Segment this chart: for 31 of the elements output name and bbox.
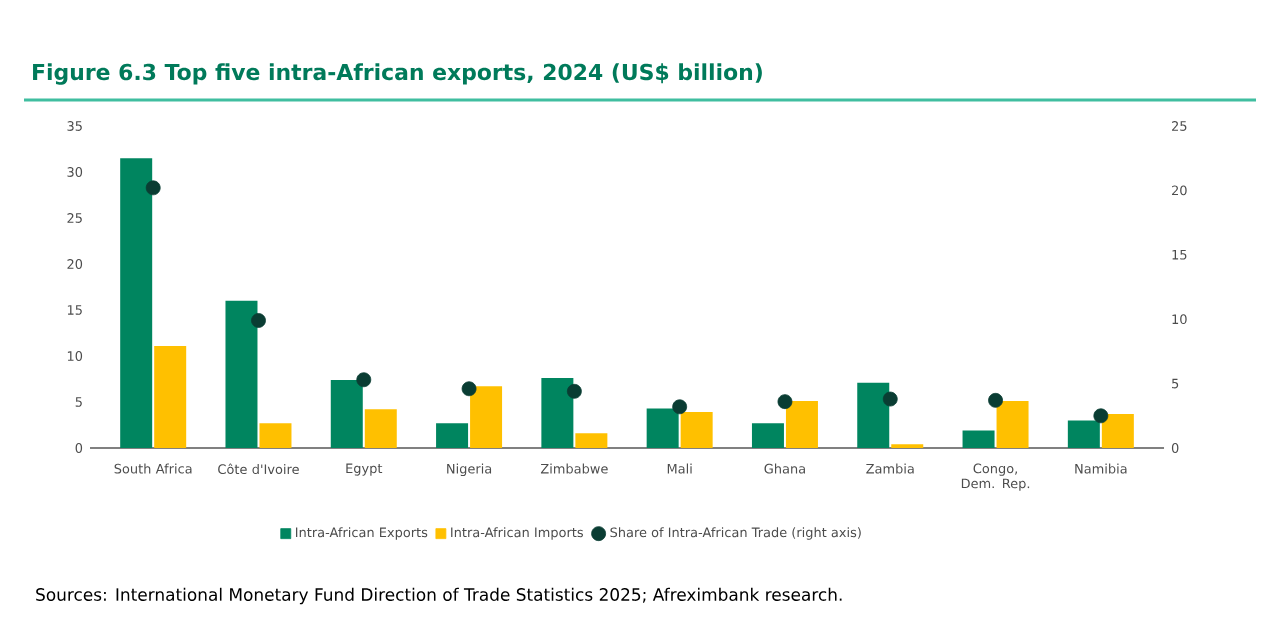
bar	[120, 158, 153, 448]
bar	[330, 379, 363, 448]
bar	[1067, 420, 1100, 448]
bar	[225, 300, 258, 448]
point	[988, 392, 1003, 408]
bar	[436, 423, 469, 448]
point	[566, 383, 582, 399]
bar	[646, 408, 679, 448]
point	[461, 381, 477, 397]
bar	[575, 433, 608, 448]
bar	[680, 412, 713, 448]
point	[777, 394, 793, 410]
point	[145, 180, 161, 196]
source-note: Sources: International Monetary Fund Direction of Trade Statistics 2025; Afreximbank research.	[36, 587, 842, 605]
point	[356, 372, 372, 388]
point	[882, 391, 898, 407]
bar	[470, 386, 503, 448]
bar	[962, 430, 995, 448]
bar	[996, 401, 1029, 448]
bar	[751, 423, 784, 448]
bar	[785, 401, 818, 448]
chart-title: Figure 6.3 Top five intra-African exports, 2024 (US$ billion)	[33, 63, 762, 85]
bar	[541, 378, 574, 448]
point	[1093, 408, 1109, 424]
bar	[1101, 413, 1134, 448]
point	[672, 399, 688, 415]
point	[251, 313, 266, 328]
bar	[154, 345, 187, 448]
bar	[364, 409, 397, 448]
bar	[259, 423, 292, 448]
bar	[857, 382, 890, 448]
